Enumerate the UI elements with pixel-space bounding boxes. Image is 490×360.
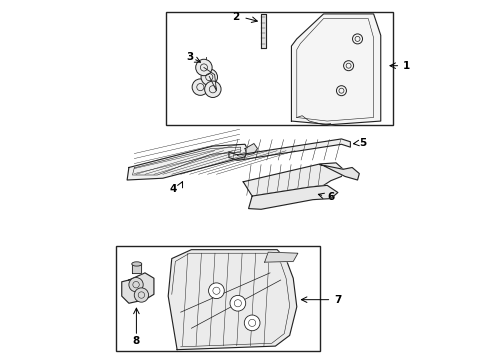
- Bar: [117, 246, 320, 351]
- Polygon shape: [245, 144, 258, 155]
- Circle shape: [205, 81, 221, 98]
- Ellipse shape: [132, 262, 142, 266]
- Polygon shape: [248, 185, 338, 209]
- Polygon shape: [132, 264, 142, 273]
- Circle shape: [201, 69, 218, 85]
- Bar: [167, 12, 393, 125]
- Polygon shape: [265, 252, 298, 262]
- Text: 3: 3: [186, 52, 193, 62]
- Polygon shape: [243, 163, 343, 196]
- Circle shape: [134, 288, 148, 302]
- Text: 2: 2: [232, 13, 240, 22]
- Text: 4: 4: [170, 184, 177, 194]
- Circle shape: [196, 59, 212, 76]
- Circle shape: [192, 79, 209, 95]
- Circle shape: [230, 296, 245, 311]
- Polygon shape: [292, 14, 381, 125]
- Circle shape: [209, 283, 224, 298]
- Polygon shape: [122, 273, 154, 303]
- Circle shape: [129, 278, 143, 292]
- Text: 8: 8: [133, 337, 140, 346]
- Polygon shape: [229, 139, 350, 160]
- Polygon shape: [168, 249, 297, 350]
- Text: 1: 1: [403, 61, 410, 71]
- Circle shape: [245, 315, 260, 331]
- Text: 5: 5: [359, 138, 367, 148]
- Polygon shape: [320, 165, 359, 180]
- Text: 7: 7: [334, 295, 342, 305]
- Polygon shape: [127, 144, 247, 180]
- Polygon shape: [261, 14, 266, 48]
- Text: 6: 6: [327, 192, 334, 202]
